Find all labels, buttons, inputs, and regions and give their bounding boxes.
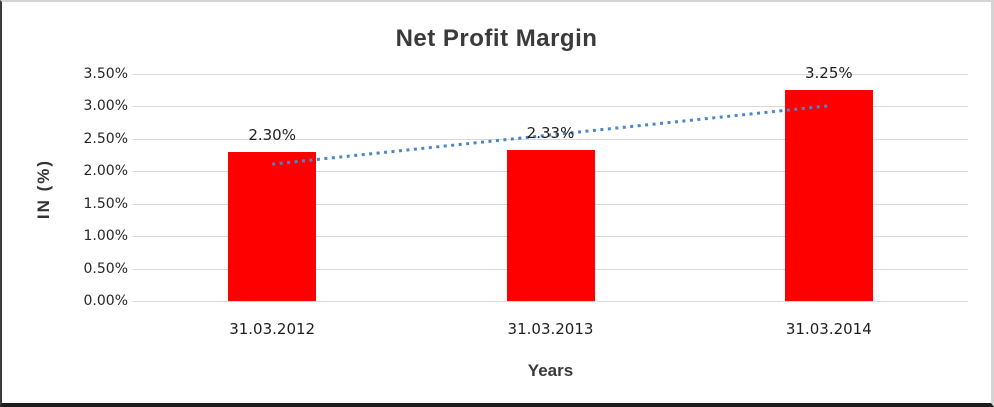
gridline: [133, 74, 968, 75]
x-tick-label: 31.03.2012: [229, 320, 316, 338]
y-tick-label: 1.50%: [83, 195, 128, 212]
bar-31.03.2013: [506, 149, 595, 301]
x-axis-title: Years: [527, 361, 574, 380]
y-tick-label: 0.00%: [83, 293, 128, 309]
value-label: 3.25%: [805, 64, 853, 83]
y-tick-label: 3.50%: [83, 66, 128, 82]
x-tick-label: 31.03.2013: [507, 320, 594, 338]
y-tick-label: 1.00%: [83, 228, 128, 245]
value-label: 2.30%: [248, 125, 296, 144]
gridline: [133, 106, 968, 108]
plot-area: 2.30% 2.33% 3.25%: [133, 64, 968, 302]
bar-31.03.2012: [228, 151, 317, 301]
x-tick-label: 31.03.2014: [785, 320, 872, 338]
trendline-segment: [272, 104, 829, 166]
gridline: [133, 138, 968, 140]
bar-31.03.2014: [784, 90, 873, 301]
y-tick-label: 0.50%: [83, 260, 128, 277]
y-tick-label: 3.00%: [83, 98, 128, 115]
y-tick-label: 2.50%: [83, 130, 128, 147]
trendline: [272, 104, 829, 166]
gridline: [133, 301, 968, 302]
y-tick-label: 2.00%: [83, 163, 128, 180]
chart-title: Net Profit Margin: [395, 25, 598, 52]
value-label: 2.33%: [526, 123, 575, 142]
